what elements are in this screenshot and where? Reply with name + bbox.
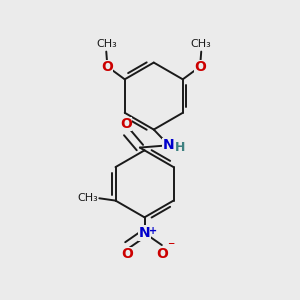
Text: N: N bbox=[139, 226, 150, 240]
Text: O: O bbox=[101, 60, 113, 74]
Text: CH₃: CH₃ bbox=[96, 39, 117, 49]
Text: ⁻: ⁻ bbox=[167, 239, 174, 253]
Text: O: O bbox=[121, 247, 133, 261]
Text: O: O bbox=[120, 117, 132, 131]
Text: CH₃: CH₃ bbox=[191, 39, 212, 49]
Text: +: + bbox=[149, 226, 157, 236]
Text: O: O bbox=[156, 247, 168, 261]
Text: H: H bbox=[175, 141, 186, 154]
Text: O: O bbox=[194, 60, 206, 74]
Text: CH₃: CH₃ bbox=[77, 193, 98, 203]
Text: N: N bbox=[163, 138, 175, 152]
